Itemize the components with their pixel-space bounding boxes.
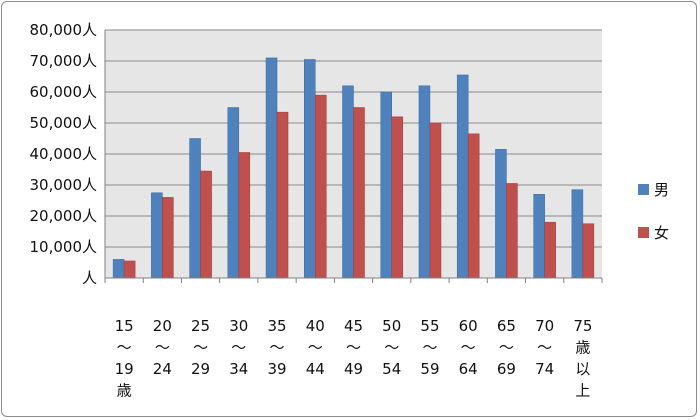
x-tick-label: ～ [537, 339, 552, 357]
bar-series-0 [227, 107, 240, 279]
bar-series-0 [265, 57, 278, 279]
x-tick-label: 54 [382, 360, 401, 378]
x-tick-label: 以 [575, 360, 590, 378]
x-tick-label: 20 [153, 317, 172, 335]
x-tick-label: 44 [306, 360, 325, 378]
x-tick-label: ～ [117, 339, 132, 357]
x-tick-label: 24 [153, 360, 172, 378]
x-tick-label: 35 [267, 317, 286, 335]
axes [104, 30, 603, 283]
y-tick-label: 40,000人 [30, 145, 98, 163]
y-tick-label: 70,000人 [30, 52, 98, 70]
bar-series-0 [151, 192, 163, 279]
x-tick-label: ～ [346, 339, 361, 357]
x-tick-label: 59 [420, 360, 439, 378]
bar-series-1 [123, 260, 136, 279]
bar-series-1 [429, 122, 442, 279]
bar-series-1 [353, 107, 365, 279]
y-tick-label: 80,000人 [30, 21, 98, 39]
x-tick-label: 34 [229, 360, 248, 378]
x-tick-label: 39 [267, 360, 286, 378]
x-tick-label: ～ [499, 339, 514, 357]
x-tick-label: 75 [573, 317, 592, 335]
x-tick-label: 50 [382, 317, 401, 335]
x-tick-label: ～ [384, 339, 399, 357]
x-tick-label: ～ [308, 339, 323, 357]
x-tick-label: 70 [535, 317, 554, 335]
x-tick-labels: 15 ～ 19 歳 20 ～ 24 25 ～ 29 30 ～ 34 35 ～ 39 40 ～ 44 45 ～ 49 50 ～ 5… [115, 317, 593, 400]
x-tick-label: 49 [344, 360, 363, 378]
x-tick-label: 30 [229, 317, 248, 335]
x-tick-label: 74 [535, 360, 554, 378]
y-tick-label: 10,000人 [30, 238, 98, 256]
bar-series-1 [467, 133, 480, 279]
x-tick-label: 歳 [117, 382, 132, 400]
x-tick-label: 上 [575, 382, 590, 400]
x-tick-label: ～ [422, 339, 437, 357]
legend-label: 男 [654, 181, 669, 199]
bar-series-1 [200, 170, 212, 279]
legend-swatch [638, 184, 649, 195]
y-tick-label: 20,000人 [30, 207, 98, 225]
bar-series-0 [112, 259, 125, 279]
x-tick-label: 19 [115, 360, 134, 378]
x-tick-label: 15 [115, 317, 134, 335]
bar-series-0 [571, 189, 584, 279]
x-tick-label: 55 [420, 317, 439, 335]
y-tick-label: 人 [82, 269, 97, 287]
x-tick-label: 29 [191, 360, 210, 378]
y-tick-labels: 人 10,000人 20,000人 30,000人 40,000人 50,000人 60,0… [30, 21, 98, 287]
legend-label: 女 [654, 224, 669, 242]
bar-series-0 [342, 85, 354, 279]
bar-series-1 [315, 94, 327, 279]
y-tick-label: 60,000人 [30, 83, 98, 101]
x-tick-label: ～ [270, 339, 285, 357]
bar-series-1 [391, 116, 403, 279]
bar-series-0 [304, 59, 316, 279]
bar-series-0 [380, 91, 392, 279]
bar-series-0 [189, 138, 201, 279]
y-tick-label: 30,000人 [30, 176, 98, 194]
x-tick-label: 60 [459, 317, 478, 335]
bar-series-1 [162, 197, 174, 279]
x-tick-label: 65 [497, 317, 516, 335]
bar-series-0 [495, 149, 507, 279]
x-tick-label: 69 [497, 360, 516, 378]
x-tick-label: 25 [191, 317, 210, 335]
bar-series-1 [276, 111, 289, 279]
legend: 男女 [638, 181, 669, 242]
x-tick-label: 64 [459, 360, 478, 378]
bar-series-0 [456, 74, 469, 279]
x-tick-label: 45 [344, 317, 363, 335]
bar-series-1 [238, 152, 251, 279]
bars [112, 57, 595, 279]
bar-series-0 [533, 194, 545, 279]
bar-series-1 [582, 223, 595, 279]
x-tick-label: ～ [231, 339, 246, 357]
y-tick-label: 50,000人 [30, 114, 98, 132]
bar-series-1 [506, 183, 518, 279]
legend-swatch [638, 227, 649, 238]
x-tick-label: ～ [155, 339, 170, 357]
bar-series-1 [544, 221, 556, 279]
x-tick-label: ～ [193, 339, 208, 357]
x-tick-label: 歳 [575, 339, 590, 357]
x-tick-label: ～ [461, 339, 476, 357]
x-tick-label: 40 [306, 317, 325, 335]
bar-series-0 [418, 85, 431, 279]
